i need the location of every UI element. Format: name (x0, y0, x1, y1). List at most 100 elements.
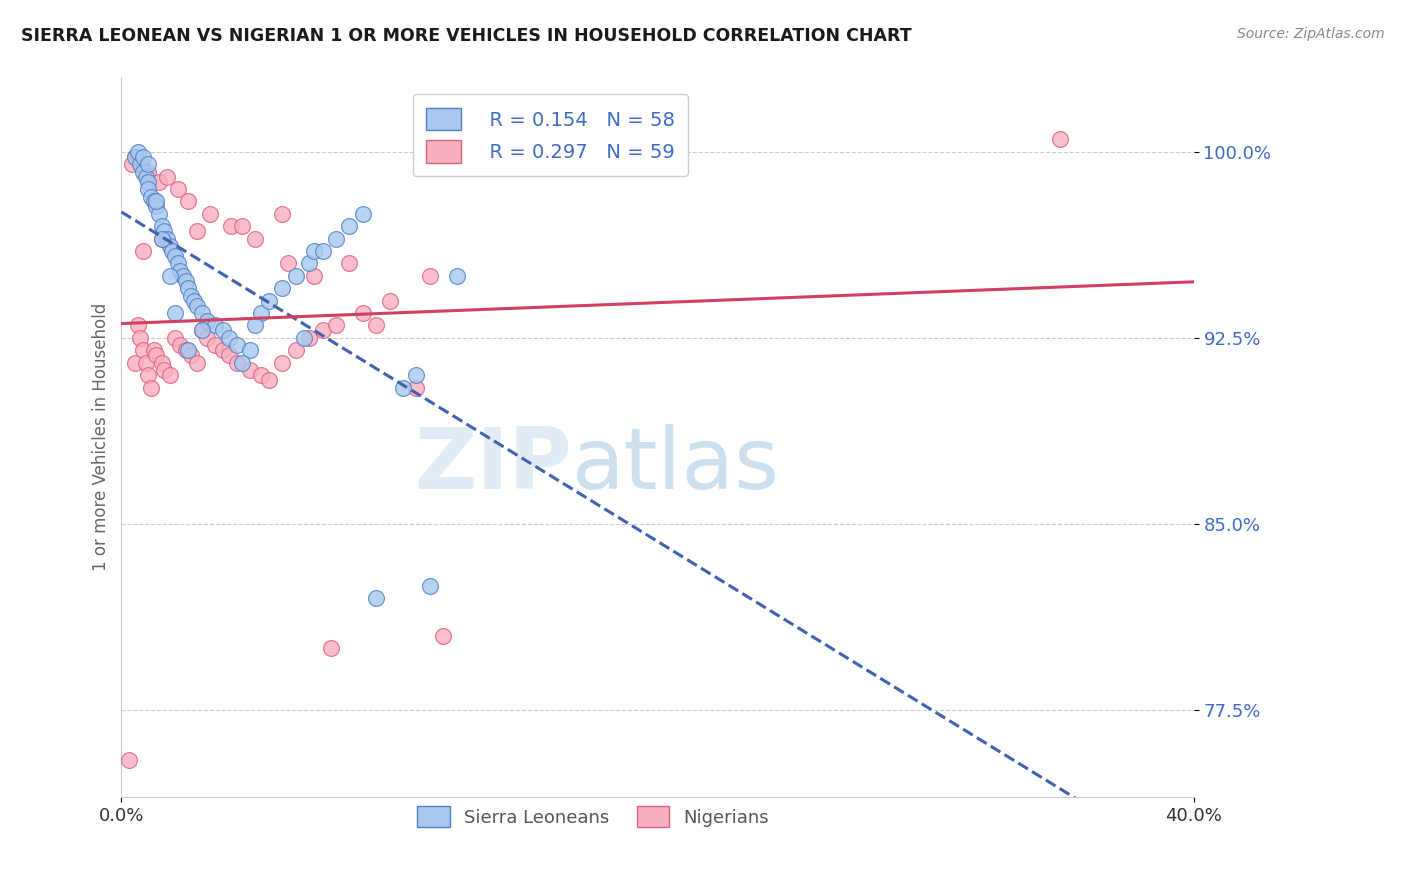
Point (250, 306, 273, 320)
Point (218, 331, 240, 345)
Point (352, 306, 374, 320)
Point (145, 194, 167, 209)
Point (212, 343, 235, 358)
Point (139, 380, 162, 394)
Point (132, 343, 155, 358)
Point (148, 207, 170, 221)
Point (150, 219, 173, 234)
Point (198, 207, 221, 221)
Point (166, 182, 188, 196)
Point (145, 348, 167, 362)
Point (127, 318, 149, 333)
Point (284, 268, 307, 283)
Point (186, 356, 208, 370)
Point (298, 256, 321, 270)
Point (142, 194, 165, 209)
Point (195, 313, 218, 327)
Point (191, 306, 214, 320)
Point (212, 323, 235, 337)
Point (221, 219, 243, 234)
Text: atlas: atlas (572, 425, 780, 508)
Point (245, 318, 267, 333)
Point (446, 268, 468, 283)
Point (165, 249, 187, 263)
Point (311, 244, 333, 258)
Point (136, 157, 159, 171)
Point (169, 264, 191, 278)
Point (250, 368, 273, 383)
Point (136, 164, 159, 178)
Point (405, 380, 427, 394)
Point (139, 189, 162, 203)
Point (129, 157, 152, 171)
Point (165, 306, 187, 320)
Point (132, 150, 155, 164)
Point (311, 323, 333, 337)
Point (129, 157, 152, 171)
Point (304, 244, 326, 258)
Point (127, 145, 149, 159)
Point (150, 232, 173, 246)
Point (204, 318, 226, 333)
Point (180, 289, 202, 303)
Point (325, 318, 347, 333)
Point (325, 232, 347, 246)
Point (271, 207, 294, 221)
Point (218, 348, 240, 362)
Point (191, 323, 214, 337)
Point (298, 331, 321, 345)
Point (419, 579, 441, 593)
Point (153, 224, 176, 238)
Point (177, 343, 200, 358)
Point (257, 373, 280, 387)
Point (159, 368, 181, 383)
Point (195, 331, 218, 345)
Point (145, 199, 167, 213)
Point (378, 293, 401, 308)
Point (271, 356, 294, 370)
Point (121, 157, 143, 171)
Point (231, 219, 253, 234)
Point (180, 348, 202, 362)
Y-axis label: 1 or more Vehicles in Household: 1 or more Vehicles in Household (93, 303, 110, 571)
Point (257, 293, 280, 308)
Point (136, 175, 159, 189)
Point (419, 268, 441, 283)
Point (392, 380, 415, 394)
Point (337, 256, 360, 270)
Point (142, 343, 165, 358)
Point (284, 343, 307, 358)
Point (177, 194, 200, 209)
Point (304, 268, 326, 283)
Point (169, 338, 191, 352)
Point (245, 232, 267, 246)
Point (292, 331, 315, 345)
Point (156, 169, 179, 184)
Point (124, 150, 146, 164)
Text: ZIP: ZIP (415, 425, 572, 508)
Point (337, 219, 360, 234)
Point (132, 244, 155, 258)
Point (177, 281, 200, 295)
Point (352, 207, 374, 221)
Point (366, 591, 388, 606)
Point (225, 338, 247, 352)
Point (124, 356, 146, 370)
Point (135, 169, 157, 184)
Point (239, 363, 262, 377)
Point (136, 182, 159, 196)
Point (132, 164, 155, 178)
Point (271, 281, 294, 295)
Point (166, 256, 188, 270)
Point (174, 343, 197, 358)
Point (231, 356, 253, 370)
Point (148, 175, 170, 189)
Point (153, 363, 176, 377)
Point (366, 318, 388, 333)
Point (432, 629, 454, 643)
Point (165, 331, 187, 345)
Point (172, 268, 194, 283)
Point (1049, 132, 1071, 146)
Point (150, 356, 173, 370)
Point (129, 331, 152, 345)
